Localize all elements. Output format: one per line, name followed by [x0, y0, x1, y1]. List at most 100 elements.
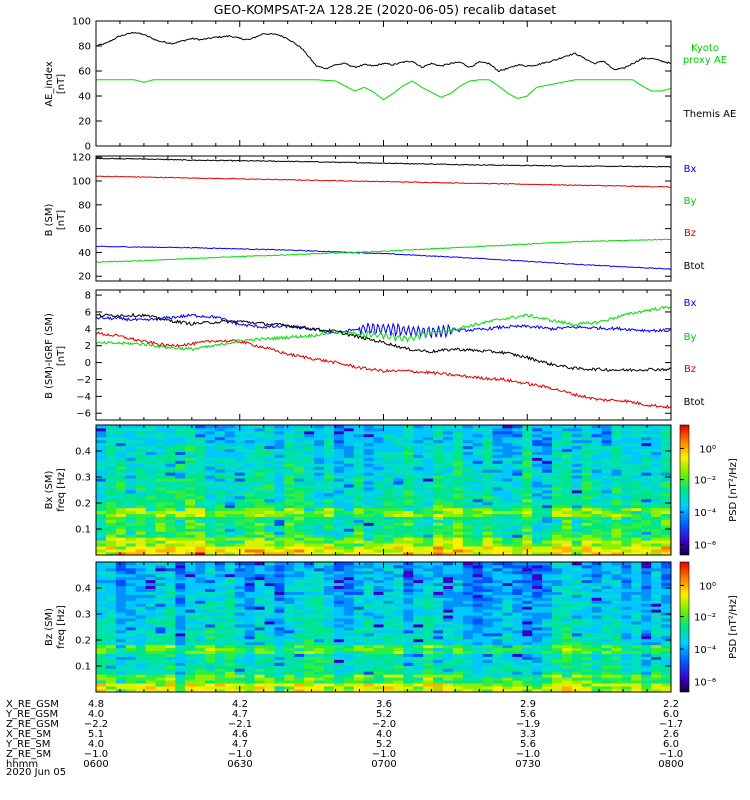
spectrogram-cell	[333, 576, 345, 581]
spectrogram-cell	[472, 445, 484, 450]
spectrogram-cell	[403, 629, 414, 634]
spectrogram-cell	[333, 469, 345, 473]
spectrogram-cell	[502, 522, 513, 526]
spectrogram-cell	[274, 478, 285, 482]
spectrogram-cell	[413, 615, 424, 619]
spectrogram-cell	[403, 609, 414, 613]
spectrogram-cell	[403, 525, 414, 529]
spectrogram-cell	[512, 454, 523, 458]
spectrogram-cell	[512, 638, 523, 643]
spectrogram-cell	[125, 686, 137, 690]
spectrogram-cell	[264, 653, 275, 657]
spectrogram-cell	[423, 632, 434, 637]
spectrogram-cell	[472, 689, 484, 693]
spectrogram-cell	[561, 540, 573, 544]
spectrogram-cell	[214, 451, 226, 455]
spectrogram-cell	[145, 618, 156, 622]
spectrogram-cell	[205, 445, 216, 450]
spectrogram-cell	[353, 519, 365, 523]
spectrogram-cell	[442, 618, 454, 622]
spectrogram-cell	[145, 475, 156, 479]
spectrogram-cell	[294, 597, 305, 601]
spectrogram-cell	[105, 436, 117, 441]
spectrogram-cell	[185, 516, 196, 520]
spectrogram-cell	[591, 487, 602, 491]
spectrogram-cell	[482, 683, 493, 687]
spectrogram-cell	[532, 457, 543, 461]
spectrogram-cell	[661, 466, 672, 470]
spectrogram-cell	[442, 638, 454, 643]
spectrogram-cell	[304, 540, 315, 544]
spectrogram-cell	[611, 463, 622, 467]
spectrogram-cell	[314, 427, 325, 432]
spectrogram-cell	[205, 680, 216, 684]
spectrogram-cell	[205, 501, 216, 506]
spectrogram-cell	[492, 442, 503, 447]
spectrogram-cell	[343, 635, 355, 640]
spectrogram-cell	[442, 442, 454, 447]
spectrogram-cell	[175, 638, 186, 643]
spectrogram-cell	[502, 641, 513, 646]
spectrogram-cell	[383, 519, 394, 523]
spectrogram-cell	[155, 585, 166, 589]
spectrogram-cell	[254, 665, 265, 669]
spectrogram-cell	[333, 522, 345, 526]
spectrogram-cell	[155, 540, 166, 544]
spectrogram-cell	[125, 531, 137, 535]
spectrogram-cell	[145, 677, 156, 681]
spectrogram-cell	[353, 564, 365, 569]
spectrogram-cell	[175, 674, 186, 678]
spectrogram-cell	[641, 445, 652, 450]
spectrogram-cell	[244, 513, 256, 517]
spectrogram-cell	[195, 562, 206, 566]
spectrogram-cell	[561, 537, 573, 541]
spectrogram-cell	[383, 454, 394, 458]
spectrogram-cell	[284, 472, 295, 476]
spectrogram-cell	[423, 671, 434, 675]
spectrogram-cell	[442, 430, 454, 435]
spectrogram-cell	[383, 635, 394, 640]
spectrogram-cell	[165, 549, 176, 553]
spectrogram-cell	[333, 641, 345, 646]
spectrogram-cell	[224, 635, 236, 640]
spectrogram-cell	[552, 591, 563, 595]
spectrogram-cell	[254, 525, 265, 529]
spectrogram-cell	[462, 644, 474, 649]
spectrogram-cell	[581, 469, 593, 473]
spectrogram-cell	[383, 562, 394, 566]
spectrogram-cell	[353, 650, 365, 654]
spectrogram-cell	[403, 597, 414, 601]
spectrogram-cell	[185, 632, 196, 637]
spectrogram-cell	[393, 650, 404, 654]
spectrogram-cell	[383, 588, 394, 592]
spectrogram-cell	[155, 647, 166, 652]
spectrogram-cell	[442, 445, 454, 450]
spectrogram-cell	[591, 516, 602, 520]
spectrogram-cell	[512, 427, 523, 432]
spectrogram-cell	[611, 498, 622, 503]
spectrogram-cell	[393, 656, 404, 660]
spectrogram-cell	[324, 647, 335, 652]
spectrogram-cell	[512, 457, 523, 461]
spectrogram-cell	[205, 442, 216, 447]
spectrogram-cell	[244, 591, 256, 595]
spectrogram-cell	[105, 537, 117, 541]
spectrogram-cell	[591, 507, 602, 512]
spectrogram-cell	[254, 615, 265, 619]
spectrogram-cell	[284, 546, 295, 550]
spectrogram-cell	[284, 644, 295, 649]
spectrogram-cell	[571, 507, 583, 512]
spectrogram-cell	[522, 567, 533, 572]
spectrogram-cell	[135, 528, 146, 532]
spectrogram-cell	[532, 442, 543, 447]
spectrogram-cell	[155, 603, 166, 607]
spectrogram-cell	[135, 519, 146, 523]
spectrogram-cell	[522, 609, 533, 613]
spectrogram-cell	[234, 632, 246, 637]
spectrogram-cell	[403, 510, 414, 515]
spectrogram-cell	[145, 531, 156, 535]
spectrogram-cell	[433, 644, 444, 649]
spectrogram-cell	[343, 487, 355, 491]
spectrogram-cell	[125, 567, 137, 572]
